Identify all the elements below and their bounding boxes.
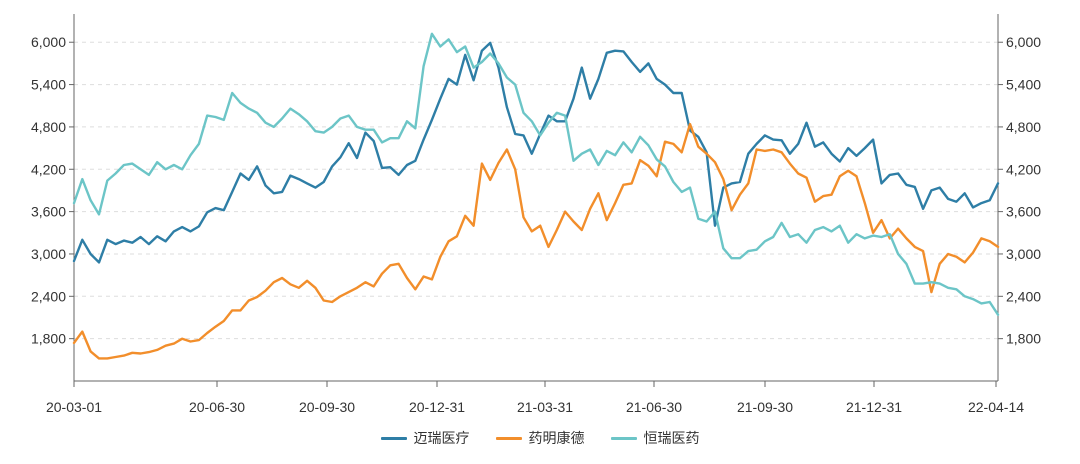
x-tick-label: 21-12-31 <box>846 399 902 415</box>
legend-swatch-icon <box>380 436 407 440</box>
x-tick-label: 20-12-31 <box>409 399 465 415</box>
x-tick-label: 21-09-30 <box>737 399 793 415</box>
tick-labels: 1,800 1,800 2,400 2,400 3,000 3,000 3,600 3,600… <box>31 34 1041 415</box>
y-tick-label-left: 5,400 <box>31 77 66 93</box>
y-tick-label-right: 2,400 <box>1006 288 1041 304</box>
legend-swatch-icon <box>610 436 637 440</box>
legend: 迈瑞医疗 药明康德 恒瑞医药 <box>0 428 1080 448</box>
series-line-0 <box>72 41 1000 264</box>
y-tick-label-left: 6,000 <box>31 34 66 50</box>
y-tick-label-right: 3,000 <box>1006 246 1041 262</box>
x-tick-label: 21-03-31 <box>517 399 573 415</box>
x-tick-label: 20-09-30 <box>299 399 355 415</box>
series-line-2 <box>72 32 1000 316</box>
legend-swatch-icon <box>495 436 522 440</box>
y-tick-label-left: 4,200 <box>31 161 66 177</box>
y-tick-label-right: 4,200 <box>1006 161 1041 177</box>
legend-label: 药明康德 <box>528 430 585 446</box>
y-tick-label-left: 3,600 <box>31 204 66 220</box>
legend-label: 恒瑞医药 <box>643 430 700 446</box>
x-tick-label: 20-03-01 <box>46 399 102 415</box>
y-tick-label-right: 1,800 <box>1006 331 1041 347</box>
series-line-1 <box>72 122 1000 360</box>
axes <box>69 14 1003 387</box>
y-tick-label-right: 4,800 <box>1006 119 1041 135</box>
y-tick-label-right: 5,400 <box>1006 77 1041 93</box>
x-tick-label: 22-04-14 <box>968 399 1024 415</box>
legend-label: 迈瑞医疗 <box>413 430 470 446</box>
line-chart: 1,800 1,800 2,400 2,400 3,000 3,000 3,600 3,600… <box>31 14 1041 415</box>
y-tick-label-left: 1,800 <box>31 331 66 347</box>
legend-item-wuxi-apptec[interactable]: 药明康德 <box>495 428 585 448</box>
legend-item-mindray[interactable]: 迈瑞医疗 <box>380 428 470 448</box>
series-lines <box>72 32 1000 360</box>
y-tick-label-left: 4,800 <box>31 119 66 135</box>
legend-item-hengrui[interactable]: 恒瑞医药 <box>610 428 700 448</box>
y-tick-label-left: 2,400 <box>31 288 66 304</box>
gridlines <box>74 41 998 340</box>
y-tick-label-right: 6,000 <box>1006 34 1041 50</box>
y-tick-label-left: 3,000 <box>31 246 66 262</box>
x-tick-label: 20-06-30 <box>189 399 245 415</box>
y-tick-label-right: 3,600 <box>1006 204 1041 220</box>
x-tick-label: 21-06-30 <box>626 399 682 415</box>
